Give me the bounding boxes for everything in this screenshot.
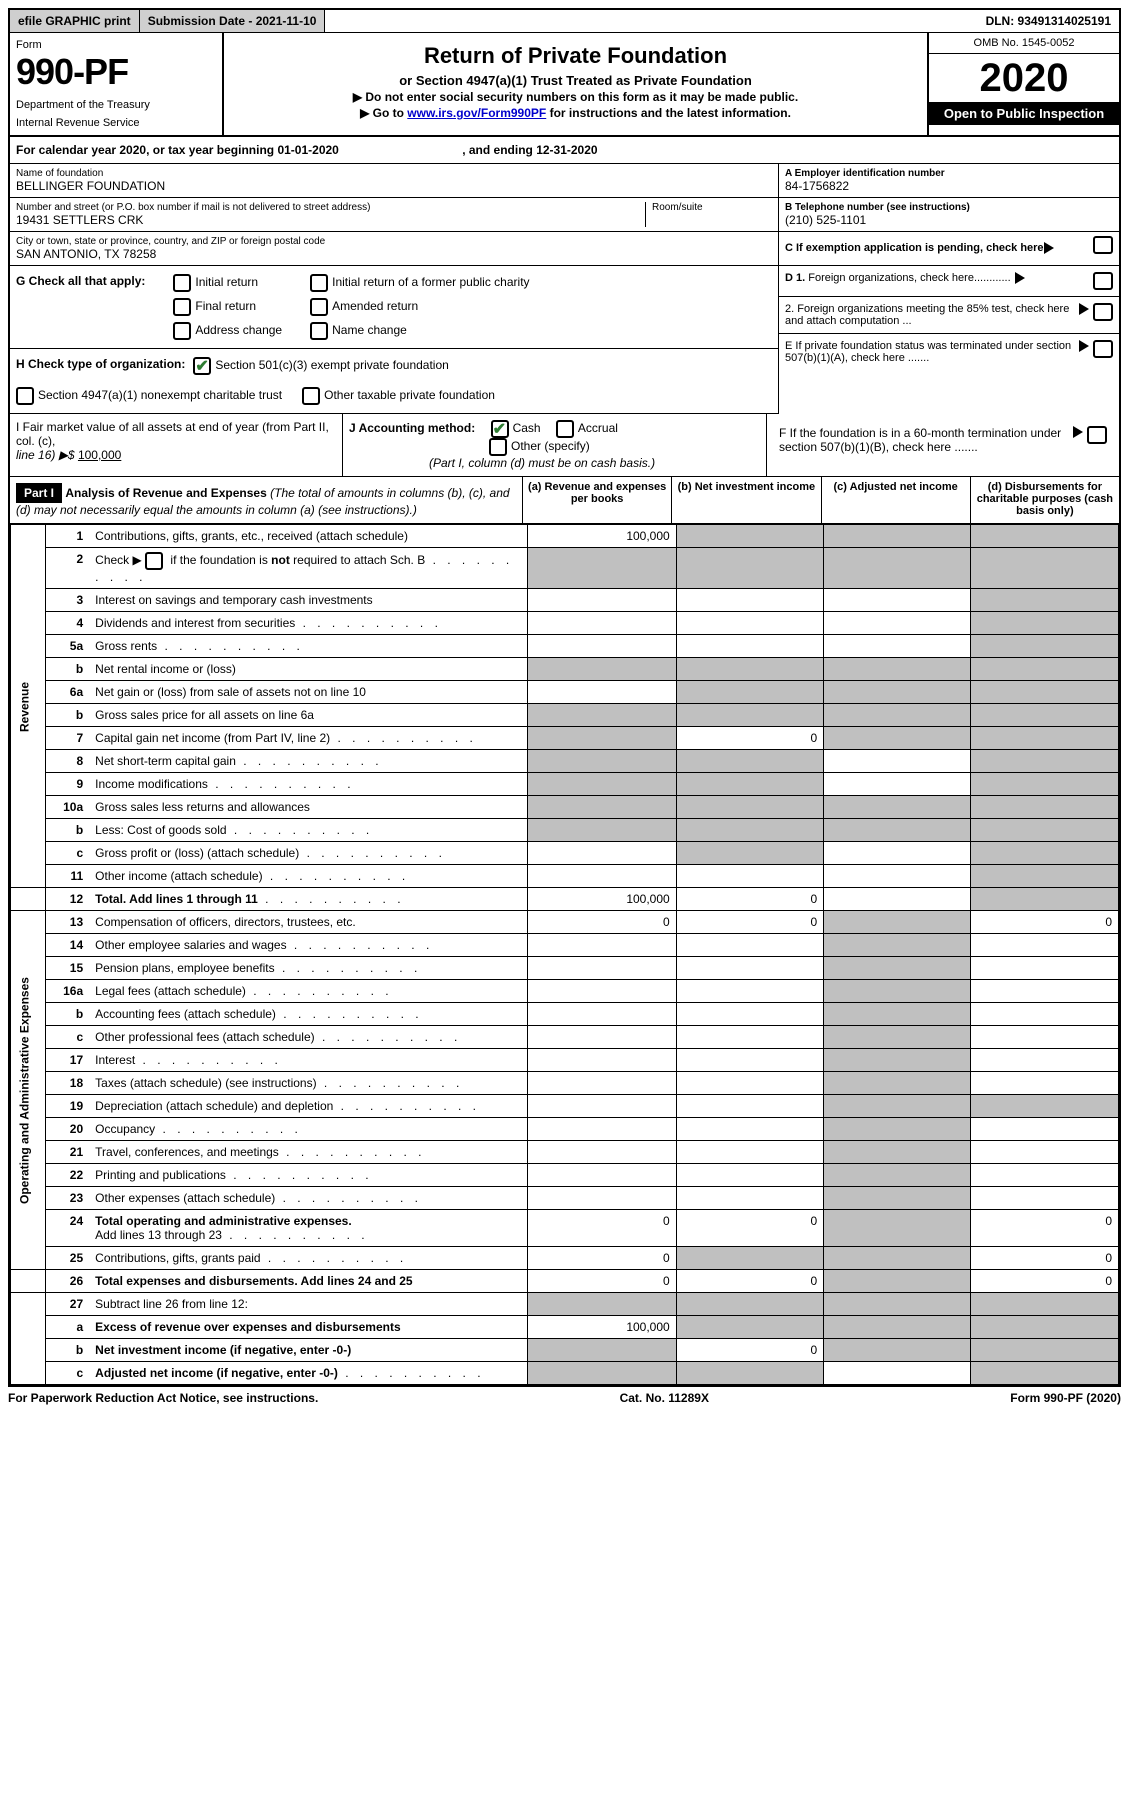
chk-initial[interactable] [173, 274, 191, 292]
chk-name-change[interactable] [310, 322, 328, 340]
chk-cash[interactable] [491, 420, 509, 438]
open-public-badge: Open to Public Inspection [929, 102, 1119, 125]
phone-value: (210) 525-1101 [785, 213, 1113, 227]
col-d-header: (d) Disbursements for charitable purpose… [970, 477, 1119, 523]
col-a-header: (a) Revenue and expenses per books [522, 477, 671, 523]
dept-treasury: Department of the Treasury [16, 99, 216, 111]
footer-cat: Cat. No. 11289X [620, 1391, 709, 1405]
form-header: Form 990-PF Department of the Treasury I… [10, 33, 1119, 137]
form-note1: ▶ Do not enter social security numbers o… [230, 90, 921, 104]
h-label: H Check type of organization: [16, 357, 185, 371]
footer-form: Form 990-PF (2020) [1010, 1391, 1121, 1405]
arrow-icon [1073, 426, 1083, 438]
dln: DLN: 93491314025191 [978, 10, 1119, 32]
chk-4947[interactable] [16, 387, 34, 405]
part1-badge: Part I [16, 483, 62, 503]
irs: Internal Revenue Service [16, 117, 216, 129]
top-bar: efile GRAPHIC print Submission Date - 20… [10, 10, 1119, 33]
arrow-icon [1015, 272, 1025, 284]
e-checkbox[interactable] [1093, 340, 1113, 358]
g-label: G Check all that apply: [16, 274, 145, 288]
chk-addr-change[interactable] [173, 322, 191, 340]
entity-info: Name of foundation BELLINGER FOUNDATION … [10, 164, 1119, 266]
arrow-icon [1079, 303, 1089, 315]
col-c-header: (c) Adjusted net income [821, 477, 970, 523]
e-label: E If private foundation status was termi… [785, 340, 1075, 364]
revenue-section-label: Revenue [11, 525, 46, 888]
fmv-value: 100,000 [78, 448, 121, 462]
j-note: (Part I, column (d) must be on cash basi… [429, 456, 655, 470]
form-note2: ▶ Go to www.irs.gov/Form990PF for instru… [230, 106, 921, 120]
section-gh: G Check all that apply: Initial return F… [10, 266, 1119, 414]
room-label: Room/suite [652, 202, 772, 213]
d1-checkbox[interactable] [1093, 272, 1113, 290]
footer-left: For Paperwork Reduction Act Notice, see … [8, 1391, 318, 1405]
ein-label: A Employer identification number [785, 168, 1113, 179]
i-label: I Fair market value of all assets at end… [16, 420, 329, 448]
chk-accrual[interactable] [556, 420, 574, 438]
calendar-year-row: For calendar year 2020, or tax year begi… [10, 137, 1119, 164]
form-word: Form [16, 39, 216, 51]
d1-label: D 1. Foreign organizations, check here..… [785, 272, 1011, 284]
f-label: F If the foundation is in a 60-month ter… [779, 426, 1069, 454]
chk-other-taxable[interactable] [302, 387, 320, 405]
part1-header: Part I Analysis of Revenue and Expenses … [10, 477, 1119, 524]
tax-year: 2020 [929, 54, 1119, 102]
foundation-name: BELLINGER FOUNDATION [16, 179, 772, 193]
arrow-icon [1044, 242, 1054, 254]
chk-initial-former[interactable] [310, 274, 328, 292]
opex-section-label: Operating and Administrative Expenses [11, 911, 46, 1270]
omb-number: OMB No. 1545-0052 [929, 33, 1119, 54]
city-state-zip: SAN ANTONIO, TX 78258 [16, 247, 772, 261]
submission-date: Submission Date - 2021-11-10 [140, 10, 326, 32]
form-container: efile GRAPHIC print Submission Date - 20… [8, 8, 1121, 1387]
form-title: Return of Private Foundation [230, 43, 921, 69]
name-label: Name of foundation [16, 168, 772, 179]
c-checkbox[interactable] [1093, 236, 1113, 254]
f-checkbox[interactable] [1087, 426, 1107, 444]
addr-label: Number and street (or P.O. box number if… [16, 202, 645, 213]
chk-amended[interactable] [310, 298, 328, 316]
street-address: 19431 SETTLERS CRK [16, 213, 645, 227]
form-subtitle: or Section 4947(a)(1) Trust Treated as P… [230, 73, 921, 88]
d2-label: 2. Foreign organizations meeting the 85%… [785, 303, 1075, 327]
col-b-header: (b) Net investment income [671, 477, 820, 523]
irs-link[interactable]: www.irs.gov/Form990PF [407, 106, 546, 120]
phone-label: B Telephone number (see instructions) [785, 202, 1113, 213]
page-footer: For Paperwork Reduction Act Notice, see … [8, 1387, 1121, 1409]
city-label: City or town, state or province, country… [16, 236, 772, 247]
j-label: J Accounting method: [349, 421, 475, 435]
form-number: 990-PF [16, 51, 216, 93]
efile-button[interactable]: efile GRAPHIC print [10, 10, 140, 32]
chk-final[interactable] [173, 298, 191, 316]
chk-schb[interactable] [145, 552, 163, 570]
analysis-table: Revenue 1Contributions, gifts, grants, e… [10, 524, 1119, 1385]
section-ij: I Fair market value of all assets at end… [10, 414, 1119, 477]
chk-other-method[interactable] [489, 438, 507, 456]
chk-501c3[interactable] [193, 357, 211, 375]
d2-checkbox[interactable] [1093, 303, 1113, 321]
c-label: C If exemption application is pending, c… [785, 242, 1044, 254]
arrow-icon [1079, 340, 1089, 352]
ein-value: 84-1756822 [785, 179, 1113, 193]
